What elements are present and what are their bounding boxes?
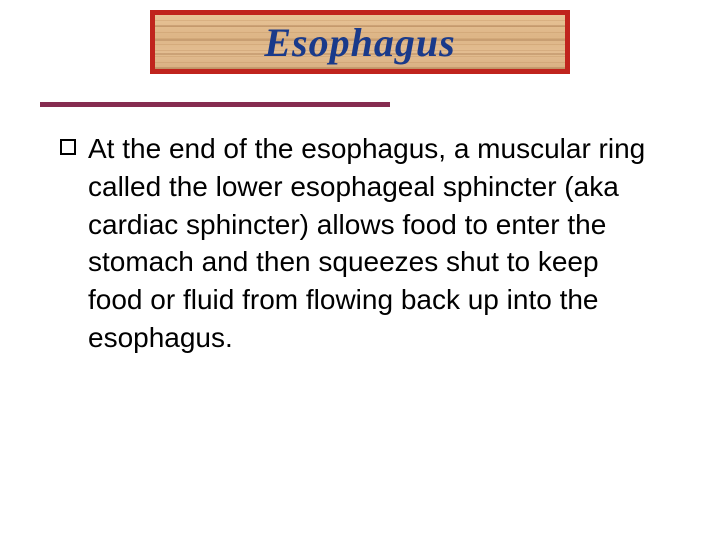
title-frame: Esophagus (150, 10, 570, 74)
page-title: Esophagus (264, 19, 455, 66)
horizontal-rule (40, 102, 390, 107)
bullet-square-icon (60, 139, 76, 155)
bullet-text: At the end of the esophagus, a muscular … (88, 130, 660, 357)
bullet-item: At the end of the esophagus, a muscular … (60, 130, 660, 357)
content-area: At the end of the esophagus, a muscular … (60, 130, 660, 357)
